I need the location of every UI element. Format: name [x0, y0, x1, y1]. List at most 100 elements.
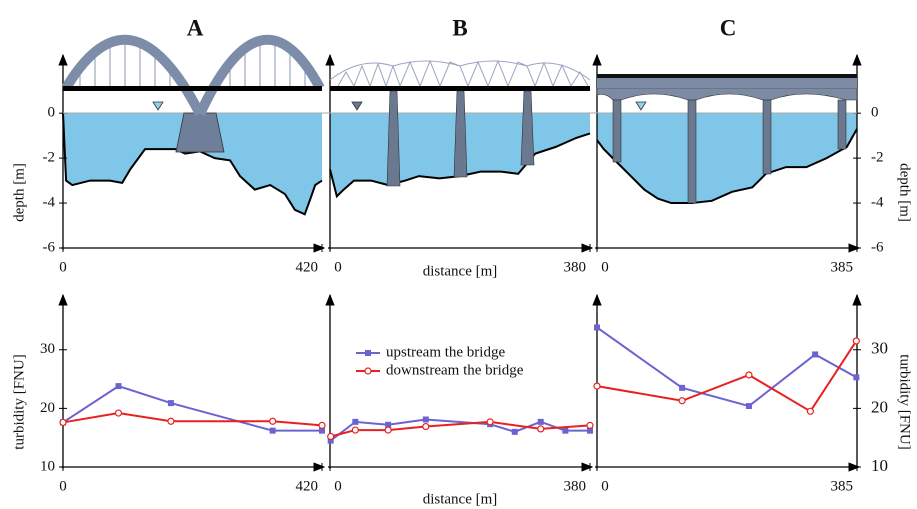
legend-marker	[365, 350, 371, 356]
deck-arches	[596, 87, 858, 101]
marker	[352, 418, 359, 425]
marker	[327, 437, 334, 444]
marker	[318, 421, 326, 429]
pier	[386, 90, 401, 187]
x-tick-label: 380	[564, 478, 587, 494]
marker	[537, 425, 545, 433]
marker	[115, 383, 122, 390]
water-level	[351, 101, 363, 111]
x-axis-label: distance [m]	[423, 491, 498, 507]
y-tick-label: 0	[871, 105, 879, 121]
pier	[762, 99, 772, 175]
x-tick-label: 0	[59, 259, 67, 275]
pier	[837, 99, 847, 150]
deck	[330, 86, 590, 91]
marker	[422, 422, 430, 431]
marker	[384, 426, 392, 434]
marker	[745, 371, 753, 379]
pier	[520, 90, 535, 166]
y-tick-label: 10	[40, 458, 55, 474]
marker	[167, 400, 174, 407]
x-tick-label: 0	[601, 478, 609, 494]
marker	[586, 421, 594, 429]
y-tick-label: -4	[871, 194, 884, 210]
marker	[327, 432, 335, 441]
y-axis-label: depth [m]	[897, 163, 913, 222]
x-tick-label: 0	[59, 478, 67, 494]
y-tick-label: -2	[871, 150, 884, 166]
deck	[597, 76, 857, 88]
marker	[679, 384, 686, 391]
pier	[687, 99, 697, 204]
legend-marker	[364, 367, 372, 375]
series-line	[62, 385, 322, 432]
riverbed-profile	[596, 128, 858, 205]
marker	[562, 427, 569, 434]
water-level	[152, 101, 164, 111]
panel-title: A	[187, 15, 204, 40]
marker	[594, 324, 600, 331]
y-tick-label: -4	[43, 194, 56, 210]
arch	[195, 34, 325, 117]
y-tick-label: 20	[871, 397, 888, 416]
y-tick-label: 30	[871, 339, 888, 358]
bridges	[61, 34, 858, 204]
marker	[422, 416, 429, 423]
y-tick-label: -6	[871, 239, 884, 255]
panel-title: C	[720, 15, 737, 40]
hangers	[79, 44, 306, 88]
marker	[745, 403, 752, 410]
x-axis-label: distance [m]	[423, 263, 498, 279]
marker	[511, 428, 518, 435]
pier	[175, 112, 225, 153]
x-tick-label: 385	[831, 478, 854, 494]
deck-top	[597, 74, 857, 78]
y-axis-label: turbidity [FNU]	[897, 354, 913, 449]
series-line	[62, 412, 323, 427]
water-level	[635, 101, 647, 111]
pier	[612, 99, 622, 163]
marker	[114, 409, 123, 417]
y-axis-label: turbidity [FNU]	[11, 354, 27, 449]
y-axis-label: depth [m]	[11, 163, 27, 222]
marker	[678, 397, 686, 405]
riverbed-profile	[329, 132, 591, 199]
marker	[319, 427, 325, 434]
y-tick-label: 30	[40, 341, 55, 357]
marker	[852, 337, 860, 345]
marker	[587, 427, 593, 434]
legend-label: upstream the bridge	[386, 344, 505, 360]
marker	[812, 351, 819, 358]
arch	[61, 34, 205, 117]
marker	[269, 427, 276, 434]
y-tick-label: 20	[40, 400, 55, 416]
series-line	[596, 326, 857, 408]
deck	[63, 86, 322, 91]
marker	[385, 421, 392, 428]
x-tick-label: 380	[564, 259, 587, 275]
marker	[806, 407, 815, 415]
y-tick-label: 10	[871, 456, 888, 475]
y-tick-label: -2	[43, 150, 56, 166]
marker	[269, 417, 277, 425]
x-tick-label: 0	[334, 259, 342, 275]
water-fill	[597, 113, 857, 204]
x-tick-label: 0	[334, 478, 342, 494]
x-tick-label: 420	[296, 478, 319, 494]
marker	[853, 374, 860, 381]
marker	[167, 417, 175, 425]
marker	[537, 418, 544, 425]
x-tick-label: 420	[296, 259, 319, 275]
marker	[59, 418, 67, 427]
pier	[453, 90, 468, 178]
marker	[351, 426, 359, 434]
x-tick-label: 0	[601, 259, 609, 275]
water-fill	[63, 113, 322, 215]
y-tick-label: 0	[48, 105, 56, 121]
marker	[486, 418, 494, 426]
truss	[329, 59, 591, 88]
panel-title: B	[452, 15, 467, 40]
y-tick-label: -6	[43, 239, 56, 255]
x-tick-label: 385	[831, 259, 854, 275]
